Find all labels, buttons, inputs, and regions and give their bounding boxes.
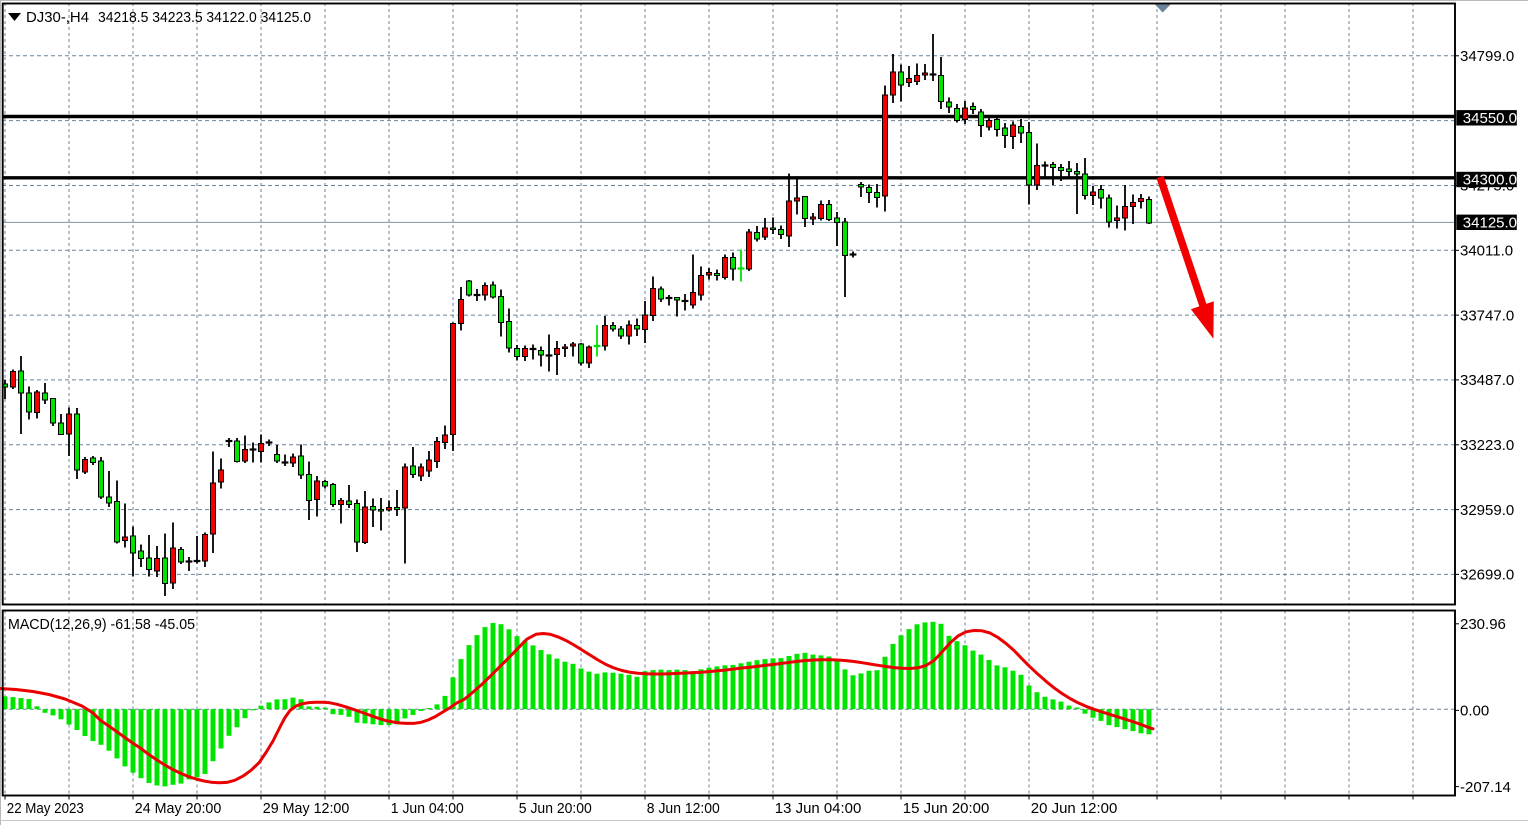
svg-text:32959.0: 32959.0 (1460, 502, 1514, 519)
svg-text:34550.0: 34550.0 (1463, 110, 1517, 127)
svg-text:34125.0: 34125.0 (1463, 215, 1517, 232)
svg-text:32699.0: 32699.0 (1460, 567, 1514, 584)
svg-text:MACD(12,26,9) -61.58 -45.05: MACD(12,26,9) -61.58 -45.05 (8, 616, 195, 633)
svg-text:1 Jun 04:00: 1 Jun 04:00 (391, 800, 464, 817)
svg-text:29 May 12:00: 29 May 12:00 (263, 800, 350, 817)
svg-text:DJ30-,H4: DJ30-,H4 (26, 9, 89, 26)
svg-text:230.96: 230.96 (1460, 616, 1506, 633)
svg-text:-207.14: -207.14 (1460, 779, 1511, 796)
svg-text:0.00: 0.00 (1460, 703, 1489, 720)
svg-text:34218.5 34223.5 34122.0 34125.: 34218.5 34223.5 34122.0 34125.0 (98, 9, 311, 26)
svg-text:34799.0: 34799.0 (1460, 48, 1514, 65)
svg-text:20 Jun 12:00: 20 Jun 12:00 (1031, 800, 1118, 817)
svg-text:34300.0: 34300.0 (1463, 172, 1517, 189)
svg-text:22 May 2023: 22 May 2023 (7, 800, 84, 817)
svg-text:24 May 20:00: 24 May 20:00 (135, 800, 222, 817)
svg-text:5 Jun 20:00: 5 Jun 20:00 (519, 800, 592, 817)
svg-text:15 Jun 20:00: 15 Jun 20:00 (903, 800, 990, 817)
svg-text:13 Jun 04:00: 13 Jun 04:00 (775, 800, 862, 817)
svg-text:33487.0: 33487.0 (1460, 372, 1514, 389)
svg-text:33223.0: 33223.0 (1460, 437, 1514, 454)
svg-text:34011.0: 34011.0 (1460, 243, 1513, 260)
svg-text:33747.0: 33747.0 (1460, 307, 1514, 324)
svg-text:8 Jun 12:00: 8 Jun 12:00 (647, 800, 720, 817)
